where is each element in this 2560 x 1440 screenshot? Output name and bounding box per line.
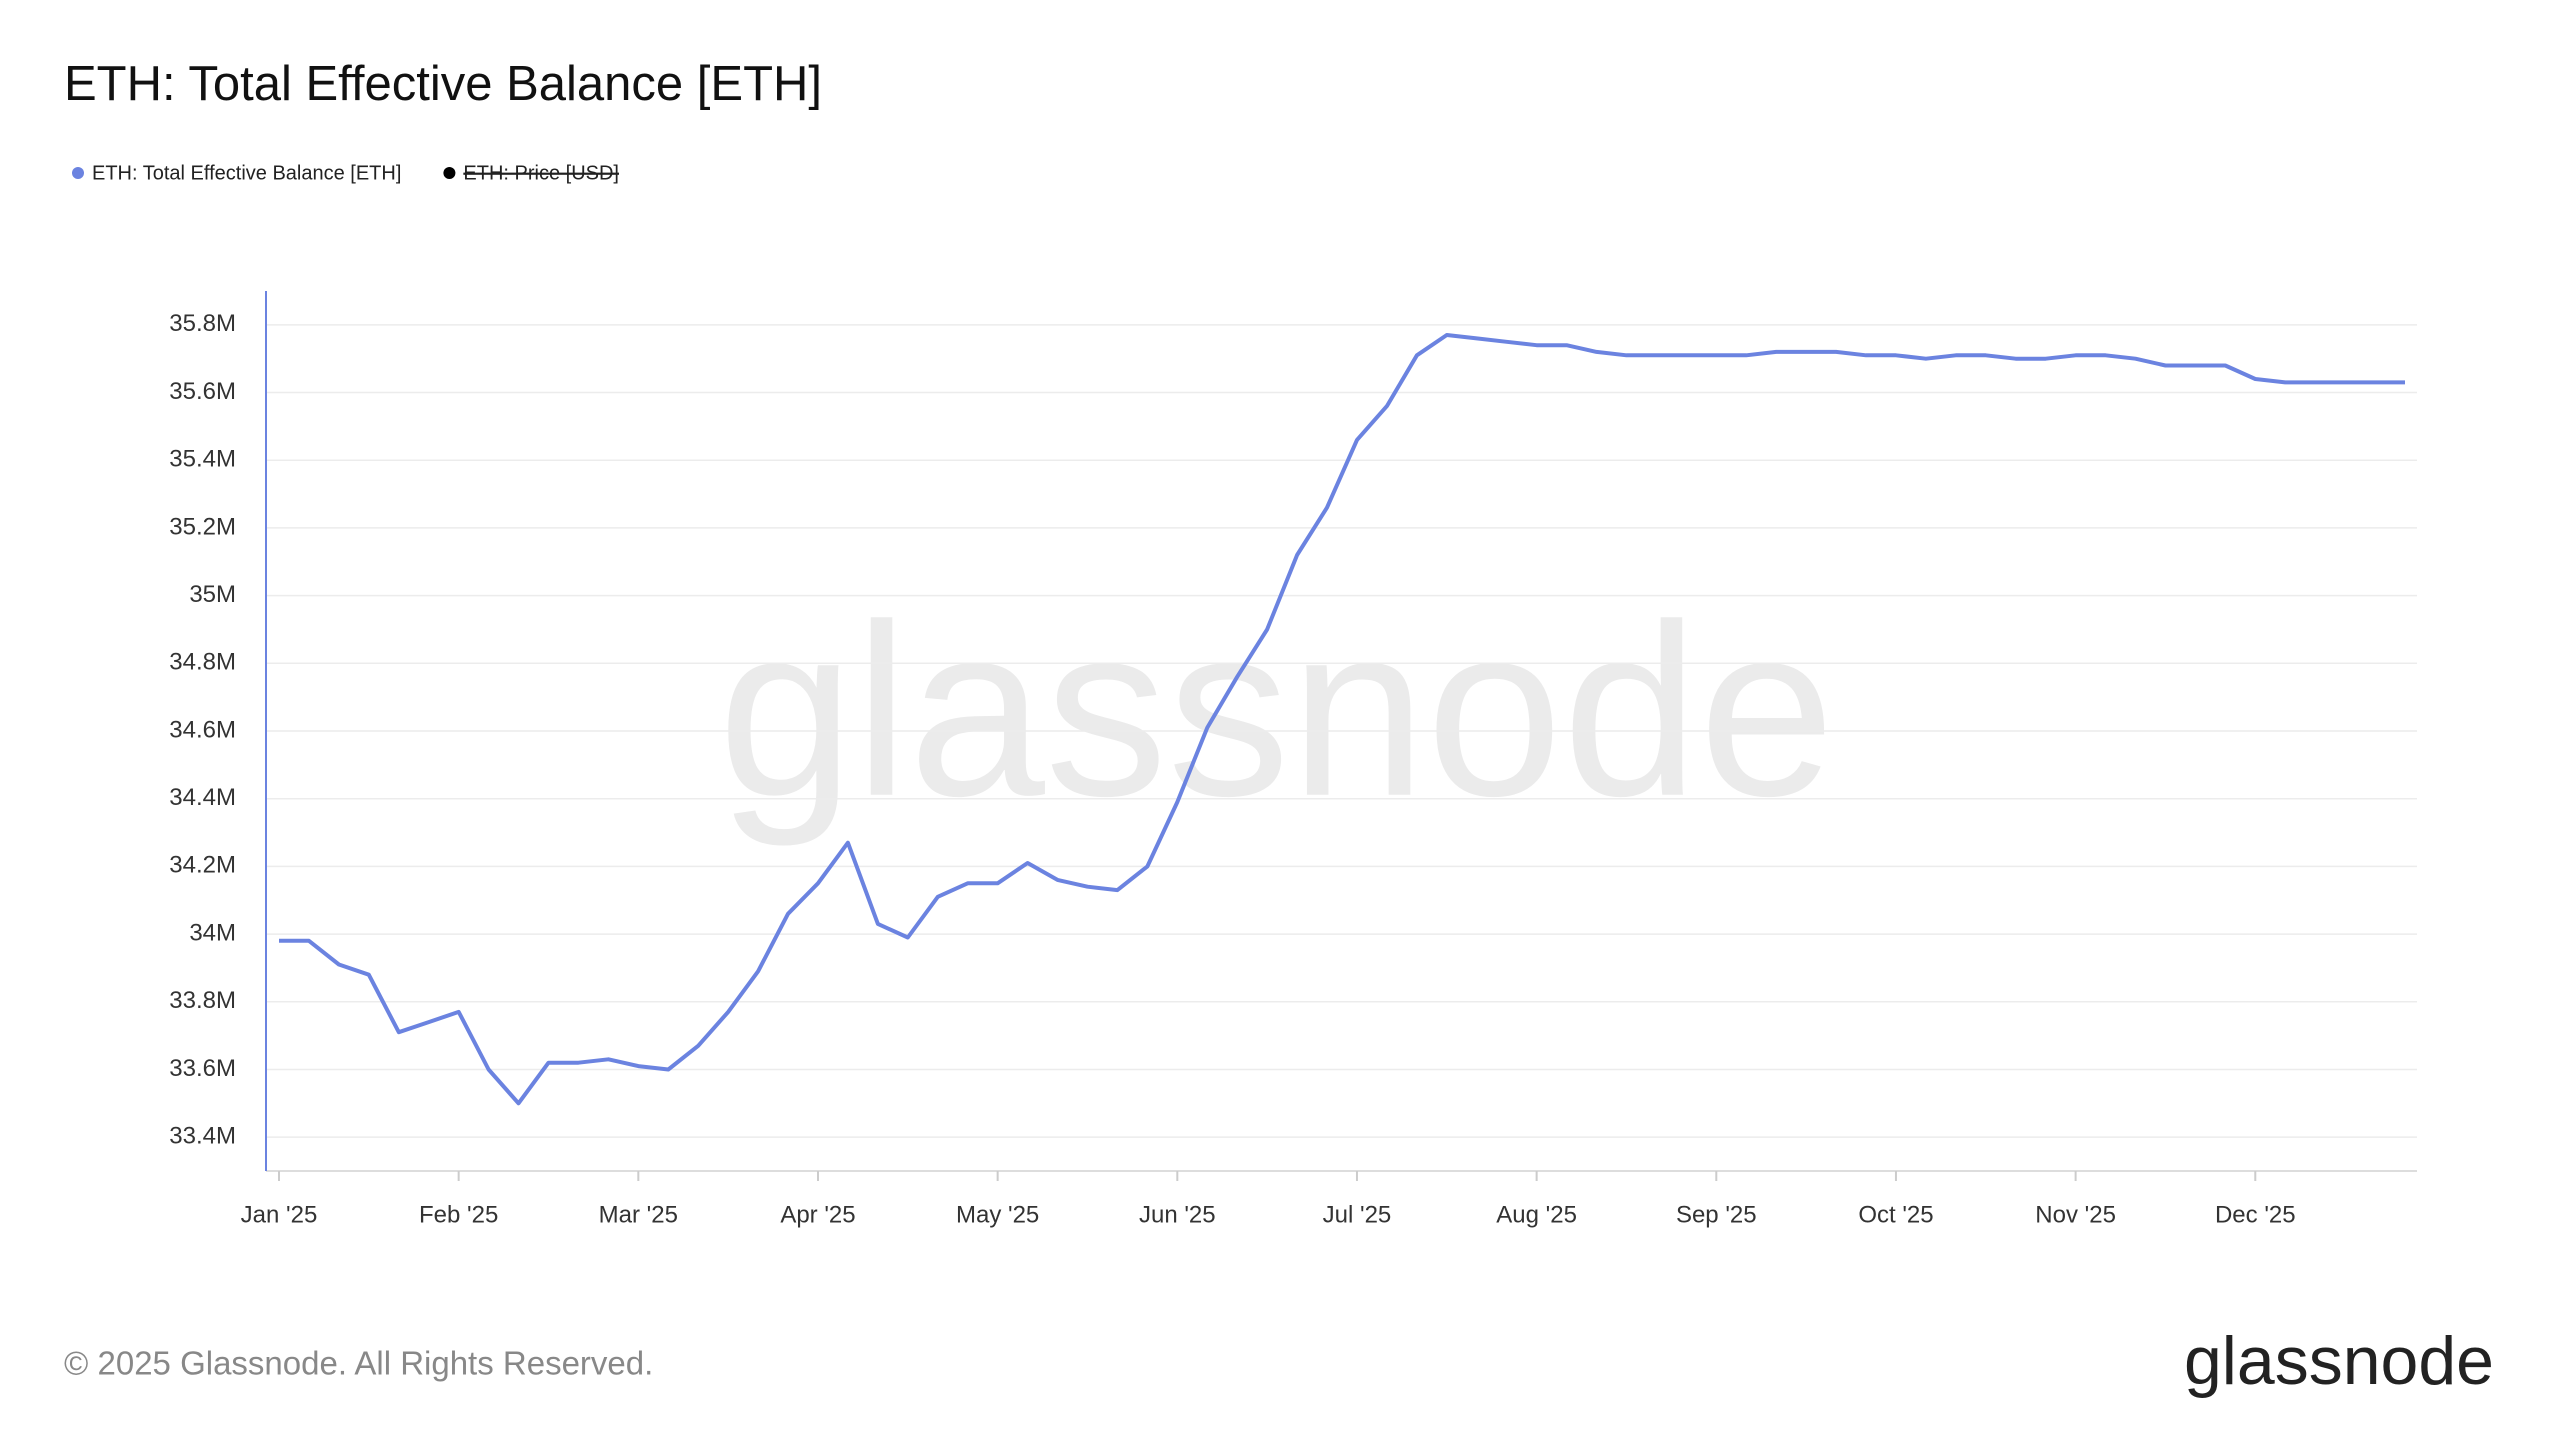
footer: © 2025 Glassnode. All Rights Reserved. (64, 1345, 653, 1382)
y-tick-label: 33.4M (169, 1122, 236, 1149)
y-tick-label: 35.8M (169, 310, 236, 337)
y-tick-label: 33.8M (169, 987, 236, 1014)
y-tick-label: 34M (189, 919, 236, 946)
x-tick-label: Jul '25 (1323, 1201, 1392, 1228)
x-tick-label: Mar '25 (599, 1201, 678, 1228)
y-tick-label: 34.4M (169, 784, 236, 811)
x-tick-label: May '25 (956, 1201, 1039, 1228)
y-tick-label: 35.4M (169, 446, 236, 473)
y-tick-label: 34.8M (169, 649, 236, 676)
y-tick-label: 34.2M (169, 852, 236, 879)
y-tick-label: 35.6M (169, 378, 236, 405)
x-tick-label: Dec '25 (2215, 1201, 2296, 1228)
watermark: glassnode (718, 573, 1835, 847)
x-tick-label: Nov '25 (2035, 1201, 2116, 1228)
legend-marker (72, 167, 84, 179)
x-tick-label: Jun '25 (1139, 1201, 1216, 1228)
x-tick-label: Apr '25 (780, 1201, 855, 1228)
x-tick-label: Jan '25 (241, 1201, 318, 1228)
chart-title: ETH: Total Effective Balance [ETH] (64, 57, 822, 111)
x-tick-label: Aug '25 (1496, 1201, 1577, 1228)
x-tick-label: Sep '25 (1676, 1201, 1757, 1228)
y-tick-label: 35M (189, 581, 236, 608)
x-tick-label: Feb '25 (419, 1201, 498, 1228)
y-tick-label: 35.2M (169, 513, 236, 540)
legend-label: ETH: Total Effective Balance [ETH] (92, 162, 401, 184)
y-tick-label: 33.6M (169, 1055, 236, 1082)
series-line (279, 333, 2405, 1106)
logo: glassnode (2184, 1323, 2494, 1399)
y-tick-label: 34.6M (169, 716, 236, 743)
x-tick-label: Oct '25 (1858, 1201, 1933, 1228)
legend-marker (443, 167, 456, 179)
